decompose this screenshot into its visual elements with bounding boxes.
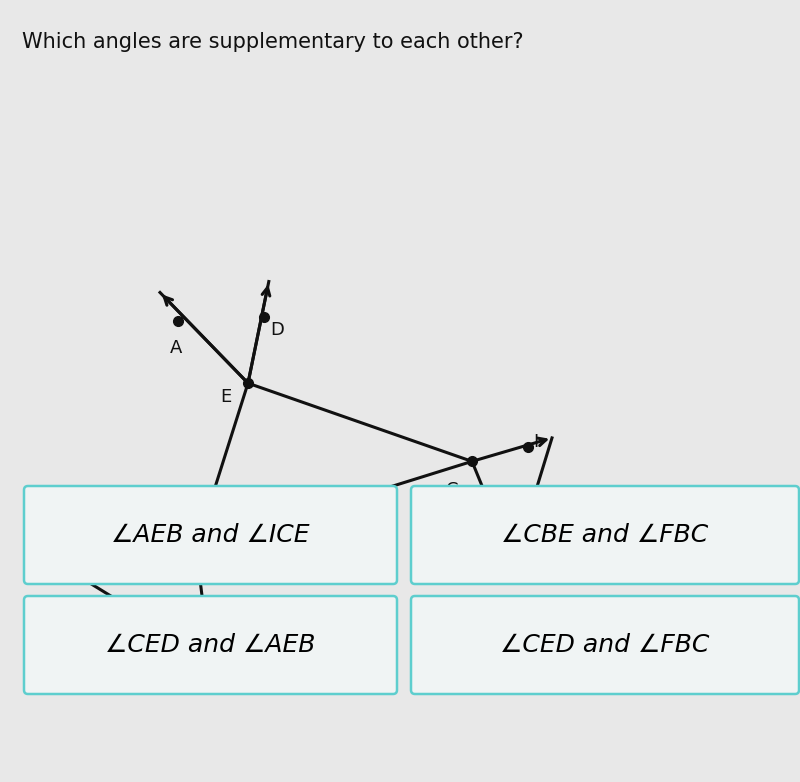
Text: ∠CED and ∠FBC: ∠CED and ∠FBC — [500, 633, 710, 657]
FancyBboxPatch shape — [411, 596, 799, 694]
Text: ∠CBE and ∠FBC: ∠CBE and ∠FBC — [502, 523, 709, 547]
Text: F: F — [184, 622, 194, 640]
FancyBboxPatch shape — [24, 486, 397, 584]
Text: ∠CED and ∠AEB: ∠CED and ∠AEB — [106, 633, 316, 657]
Text: E: E — [220, 388, 231, 406]
Text: D: D — [270, 321, 284, 339]
Text: ∠AEB and ∠ICE: ∠AEB and ∠ICE — [111, 523, 310, 547]
Text: A: A — [170, 339, 182, 357]
Text: C: C — [446, 482, 458, 500]
Text: I: I — [533, 433, 538, 451]
FancyBboxPatch shape — [411, 486, 799, 584]
Text: Which angles are supplementary to each other?: Which angles are supplementary to each o… — [22, 32, 524, 52]
Text: B: B — [204, 568, 216, 586]
Text: H: H — [470, 527, 483, 545]
FancyBboxPatch shape — [24, 596, 397, 694]
Text: G: G — [66, 564, 80, 582]
